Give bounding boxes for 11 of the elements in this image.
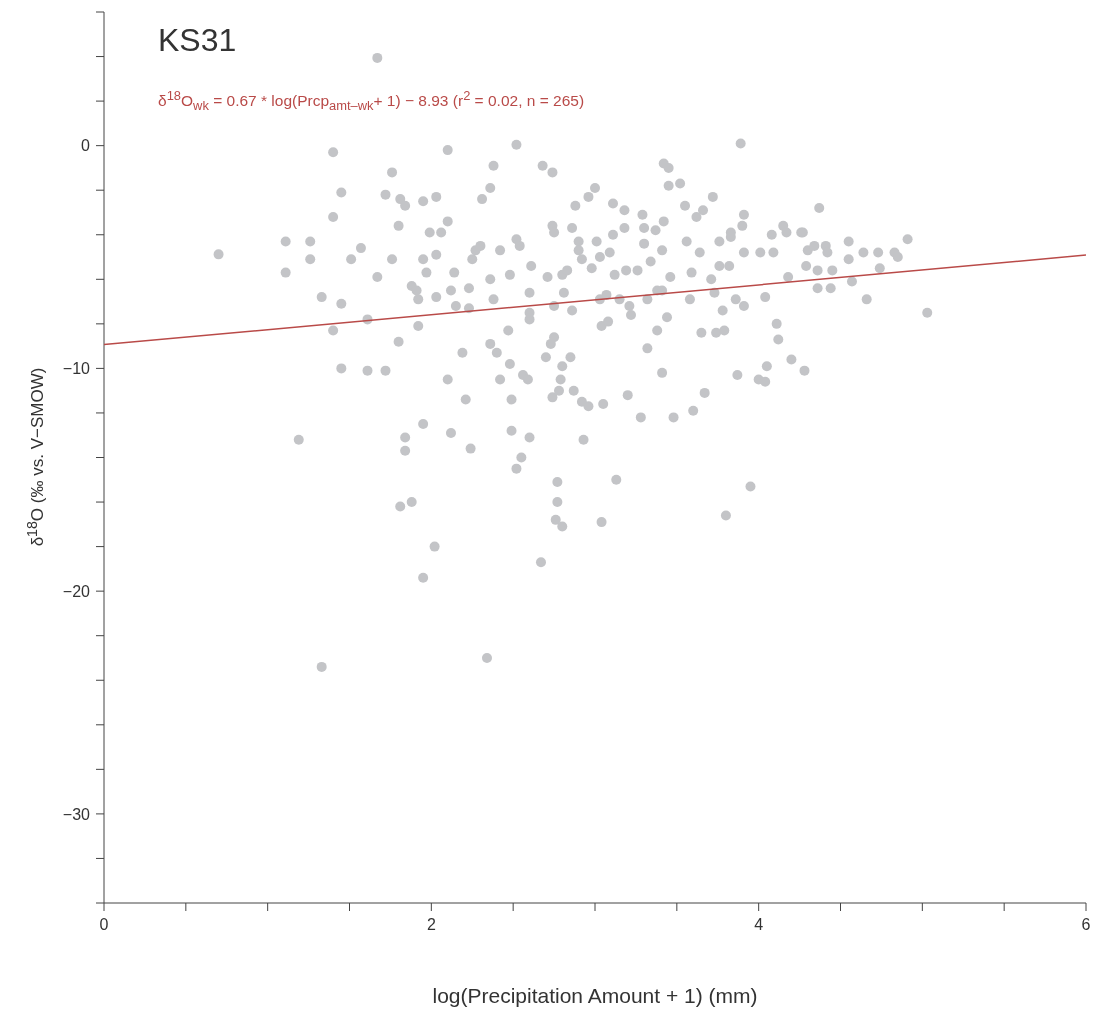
x-tick-label: 6 [1081, 916, 1091, 934]
x-axis-title: log(Precipitation Amount + 1) (mm) [431, 984, 759, 1008]
x-tick-label: 0 [99, 916, 109, 934]
text: δ$^{18}$O$_{wk}$ = 0.67 * log(Prcp$_{amt–wk}$+ 1) − 8.93 (r$^{2}$ = 0.02, n = 265) [158, 88, 585, 114]
x-tick-label: 4 [754, 916, 764, 934]
x-tick-label: 2 [426, 916, 436, 934]
y-tick-label: 0 [81, 137, 91, 155]
y-tick-label: −30 [62, 805, 91, 823]
y-tick-label: −20 [62, 582, 91, 600]
y-tick-label: −10 [62, 360, 91, 378]
chart-title: KS31 [158, 22, 237, 59]
